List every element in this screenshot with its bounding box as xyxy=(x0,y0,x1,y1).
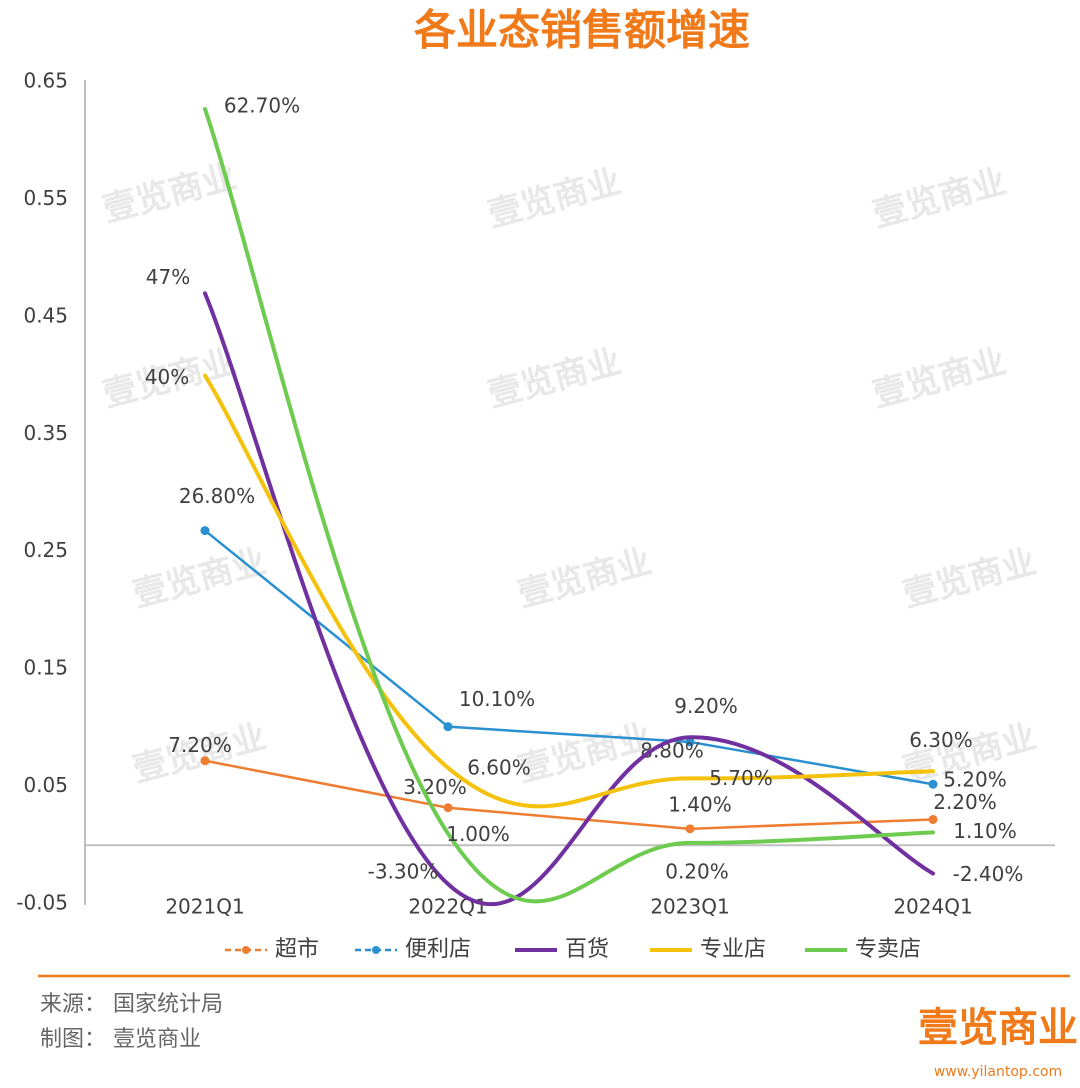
legend-label: 便利店 xyxy=(405,937,471,962)
data-label: 6.60% xyxy=(467,755,531,779)
watermark: 壹览商业 xyxy=(514,542,656,616)
data-label: 1.10% xyxy=(953,819,1017,843)
y-tick-label: 0.65 xyxy=(23,69,68,93)
data-label: 26.80% xyxy=(179,484,255,508)
data-label: 6.30% xyxy=(909,728,973,752)
y-tick-label: 0.05 xyxy=(23,773,68,797)
y-tick-label: 0.55 xyxy=(23,186,68,210)
x-tick-label: 2023Q1 xyxy=(650,895,729,919)
data-label: -3.30% xyxy=(368,860,439,884)
x-tick-label: 2022Q1 xyxy=(408,895,487,919)
legend-label: 百货 xyxy=(565,937,609,962)
footer-maker: 制图： 壹览商业 xyxy=(40,1027,201,1052)
watermark: 壹览商业 xyxy=(484,162,626,236)
watermark: 壹览商业 xyxy=(514,717,656,791)
y-tick-label: 0.35 xyxy=(23,421,68,445)
y-tick-label: 0.15 xyxy=(23,656,68,680)
point-marker xyxy=(200,526,210,536)
watermark: 壹览商业 xyxy=(484,342,626,416)
legend-marker xyxy=(242,946,250,954)
legend-item: 百货 xyxy=(515,937,609,962)
watermark: 壹览商业 xyxy=(899,542,1041,616)
data-label: 40% xyxy=(145,365,189,389)
y-tick-label: 0.25 xyxy=(23,538,68,562)
series-line xyxy=(203,759,935,831)
point-marker xyxy=(200,756,210,766)
series-line xyxy=(203,291,935,906)
chart-title: 各业态销售额增速 xyxy=(414,6,750,55)
series-line xyxy=(203,107,935,904)
point-marker xyxy=(928,814,938,824)
legend-label: 专业店 xyxy=(700,937,766,962)
series-line xyxy=(203,529,935,786)
data-label: 10.10% xyxy=(459,687,535,711)
series-line xyxy=(203,373,935,809)
data-label: -2.40% xyxy=(953,862,1024,886)
data-label: 7.20% xyxy=(168,733,232,757)
data-label: 0.20% xyxy=(665,859,729,883)
footer-source: 来源： 国家统计局 xyxy=(40,992,223,1017)
watermark: 壹览商业 xyxy=(129,542,271,616)
logo-url: www.yilantop.com xyxy=(934,1064,1062,1080)
legend-marker xyxy=(372,946,380,954)
watermark: 壹览商业 xyxy=(869,162,1011,236)
point-marker xyxy=(928,779,938,789)
y-tick-label: -0.05 xyxy=(16,891,68,915)
data-label: 47% xyxy=(146,265,190,289)
point-marker xyxy=(685,824,695,834)
data-label: 5.20% xyxy=(943,768,1007,792)
watermark: 壹览商业 xyxy=(869,342,1011,416)
data-label: 1.00% xyxy=(446,822,510,846)
data-label: 3.20% xyxy=(403,775,467,799)
legend-label: 专卖店 xyxy=(855,937,921,962)
y-tick-label: 0.45 xyxy=(23,303,68,327)
point-marker xyxy=(443,803,453,813)
data-label: 9.20% xyxy=(674,694,738,718)
legend-item: 超市 xyxy=(225,937,319,962)
x-tick-label: 2021Q1 xyxy=(165,895,244,919)
data-label: 2.20% xyxy=(933,790,997,814)
point-marker xyxy=(443,722,453,732)
data-label: 62.70% xyxy=(224,94,300,118)
legend-label: 超市 xyxy=(275,937,319,962)
legend-item: 专卖店 xyxy=(805,937,921,962)
data-label: 5.70% xyxy=(709,766,773,790)
legend-item: 便利店 xyxy=(355,937,471,962)
legend-item: 专业店 xyxy=(650,937,766,962)
x-tick-label: 2024Q1 xyxy=(893,895,972,919)
watermark: 壹览商业 xyxy=(99,157,241,231)
point-marker xyxy=(685,737,695,747)
data-label: 1.40% xyxy=(668,792,732,816)
logo: 壹览商业 xyxy=(918,1005,1078,1051)
